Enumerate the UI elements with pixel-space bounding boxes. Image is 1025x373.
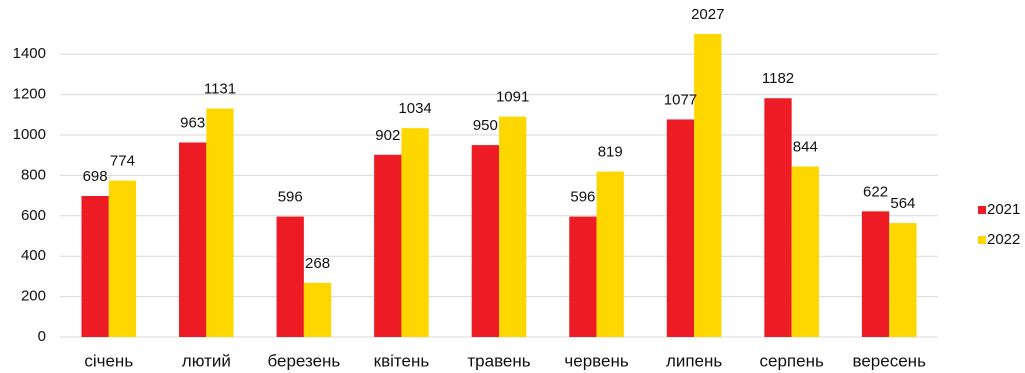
legend-swatch: [978, 206, 986, 214]
bar: [206, 108, 234, 338]
value-label: 622: [863, 183, 888, 200]
bar: [179, 142, 207, 337]
value-label: 963: [180, 114, 205, 131]
bars: [81, 34, 917, 338]
x-tick-label: вересень: [853, 351, 927, 370]
value-label: 564: [890, 195, 915, 212]
bar: [861, 211, 890, 337]
legend-label: 2022: [987, 231, 1020, 248]
y-tick-label: 200: [21, 288, 46, 305]
value-label: 698: [83, 168, 108, 185]
value-label: 596: [570, 189, 595, 206]
bar: [374, 154, 402, 337]
value-label: 950: [473, 117, 498, 134]
x-tick-label: квітень: [374, 351, 430, 370]
bar: [81, 196, 109, 337]
bar: [471, 145, 499, 337]
x-tick-label: січень: [84, 351, 133, 370]
bar: [694, 34, 722, 338]
bar: [596, 171, 624, 337]
bar: [666, 119, 695, 337]
bar: [303, 282, 332, 337]
value-label: 1034: [398, 100, 431, 117]
value-label: 774: [110, 153, 135, 170]
value-label: 596: [278, 189, 303, 206]
x-tick-label: серпень: [760, 351, 824, 370]
bar: [401, 128, 429, 337]
x-tick-label: лютий: [182, 351, 231, 370]
bar: [276, 216, 304, 337]
value-label: 844: [793, 138, 818, 155]
x-tick-label: березень: [267, 351, 340, 370]
bar: [764, 98, 792, 338]
y-tick-label: 1400: [13, 45, 46, 62]
value-label: 268: [305, 255, 330, 272]
y-tick-label: 1200: [13, 86, 46, 103]
y-tick-label: 400: [21, 247, 46, 264]
bar: [889, 223, 917, 337]
bar: [569, 216, 597, 337]
value-label: 1182: [762, 70, 794, 87]
bar: [791, 166, 819, 337]
legend-label: 2021: [987, 201, 1020, 218]
value-label: 1091: [496, 89, 529, 106]
value-label: 2027: [691, 6, 724, 23]
value-label: 902: [375, 127, 400, 144]
bar: [499, 116, 527, 337]
value-label: 1077: [664, 91, 697, 108]
x-tick-label: травень: [467, 351, 530, 370]
y-tick-label: 1000: [13, 126, 46, 143]
x-tick-label: червень: [564, 351, 628, 370]
y-tick-label: 0: [38, 328, 46, 345]
bar: [108, 180, 137, 337]
value-label: 1131: [204, 81, 236, 98]
y-tick-label: 800: [21, 166, 46, 183]
legend-swatch: [978, 236, 986, 244]
x-tick-label: липень: [666, 351, 722, 370]
value-label: 819: [598, 144, 623, 161]
y-tick-label: 600: [21, 207, 46, 224]
